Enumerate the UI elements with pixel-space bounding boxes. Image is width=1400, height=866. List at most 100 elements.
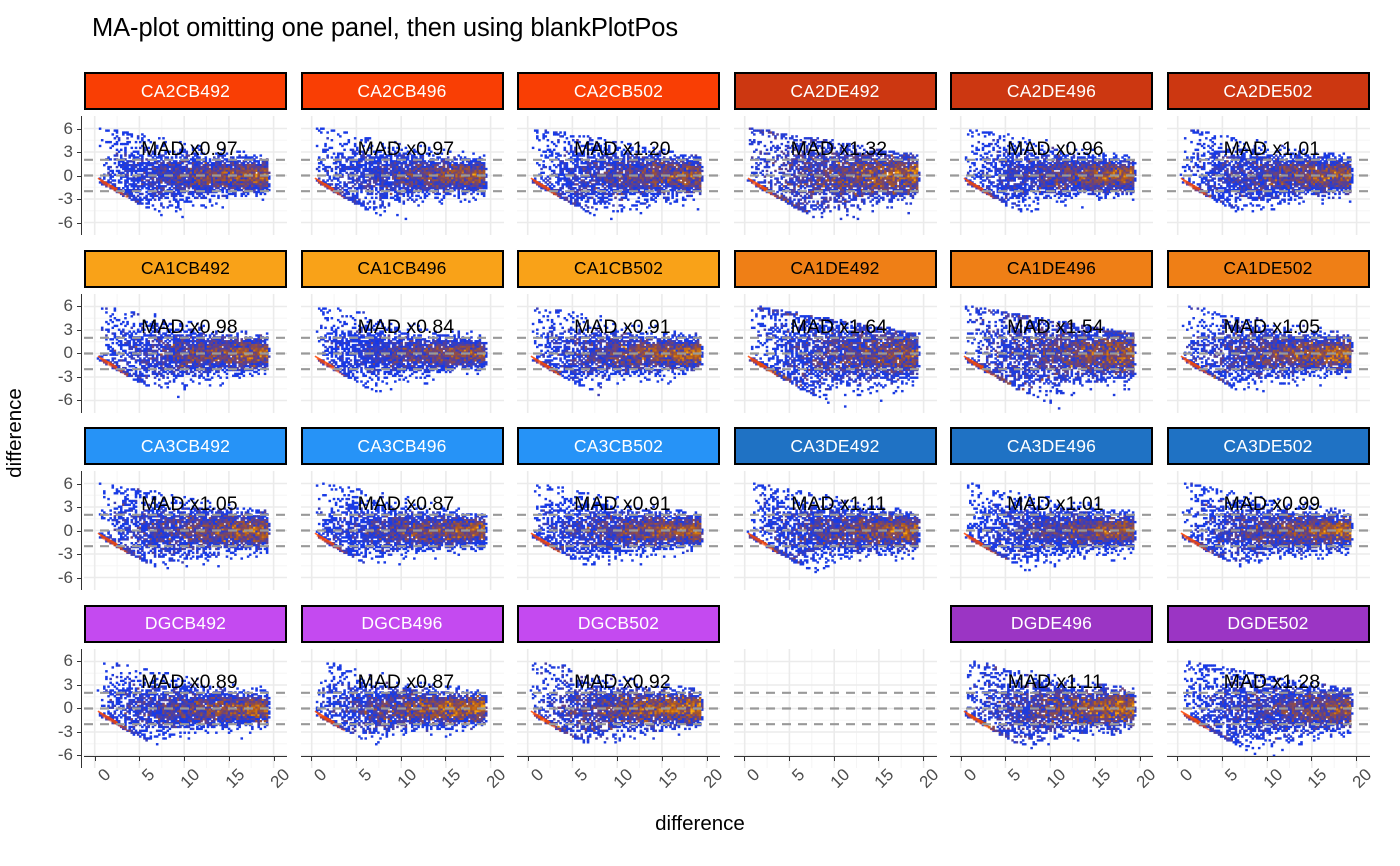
facet-strip-label[interactable]: CA2CB492: [84, 72, 287, 110]
y-axis-tick: [77, 128, 82, 130]
mad-annotation: MAD x0.87: [358, 493, 454, 516]
x-axis-tick-label: 10: [393, 765, 421, 793]
facet-strip-label[interactable]: DGDE496: [950, 604, 1153, 643]
plot-area: [84, 116, 287, 235]
facet-panel: CA3CB492 MAD x1.05: [84, 427, 287, 590]
plot-area: [950, 648, 1153, 768]
x-axis-tick-label: 15: [1088, 765, 1116, 793]
y-axis-tick: [77, 306, 82, 307]
y-axis-title: difference: [0, 0, 30, 866]
x-axis-row: 0 5 10 15 20 0 5 10 15 20 0 5 10 15 20 0 5 10 15 20 0 5 10 15 20…: [84, 756, 1384, 812]
y-axis-tick-label: 0: [64, 343, 73, 363]
x-axis-tick: [1139, 756, 1141, 761]
x-axis-tick-label: 5: [355, 765, 376, 786]
facet-strip-label[interactable]: CA3DE496: [950, 427, 1153, 465]
facet-row: 6 3 0 -3 -6 CA3CB492 MAD x1.05 CA3CB496 MAD x0.8…: [58, 427, 1384, 590]
y-axis-tick: [77, 708, 82, 709]
facet-panel: DGCB502 MAD x0.92: [517, 604, 720, 768]
x-axis-tick: [1266, 756, 1268, 761]
plot-area: [517, 648, 720, 768]
mad-annotation: MAD x0.97: [358, 138, 454, 161]
facet-strip-label[interactable]: CA2DE502: [1166, 72, 1370, 110]
x-axis-tick: [527, 756, 529, 761]
plot-area: [1166, 471, 1370, 590]
x-axis-tick-label: 0: [1176, 765, 1197, 786]
x-axis-tick-label: 20: [1349, 765, 1377, 793]
y-axis-tick: [77, 329, 82, 331]
plot-area: [517, 471, 720, 590]
facet-panel: CA1CB502 MAD x0.91: [517, 249, 720, 413]
x-axis-tick-label: 10: [1259, 765, 1287, 793]
facet-strip-label[interactable]: CA1DE496: [950, 249, 1153, 288]
facet-strip-label[interactable]: CA3DE492: [733, 427, 937, 465]
facet-strip-label[interactable]: CA2DE492: [733, 72, 937, 110]
x-axis: 0 5 10 15 20: [300, 756, 510, 812]
y-axis-tick-label: -6: [58, 390, 73, 410]
mad-annotation: MAD x0.84: [358, 316, 454, 339]
facet-strip-label[interactable]: CA1CB492: [84, 249, 287, 288]
facet-strip-label[interactable]: DGCB502: [517, 604, 720, 643]
mad-annotation: MAD x1.32: [791, 138, 887, 161]
x-axis-tick: [445, 756, 447, 761]
x-axis-tick-label: 5: [572, 765, 593, 786]
x-axis-tick-label: 5: [788, 765, 809, 786]
facet-strip-label[interactable]: CA3CB492: [84, 427, 287, 465]
facet-panel-blank: [733, 605, 937, 768]
x-axis-tick: [960, 756, 962, 761]
mad-annotation: MAD x1.01: [1224, 138, 1320, 161]
facet-strip-label[interactable]: CA3CB502: [517, 427, 720, 465]
plot-area: [300, 648, 504, 768]
x-axis-tick-label: 0: [527, 765, 548, 786]
plot-area: [300, 471, 504, 590]
facet-panel: CA2CB492 MAD x0.97: [84, 72, 287, 235]
y-axis-tick-label: 0: [64, 521, 73, 541]
x-axis-tick-label: 5: [1221, 765, 1242, 786]
y-axis-tick: [77, 731, 82, 733]
x-axis-line: [733, 756, 937, 757]
facet-strip-label[interactable]: CA1CB502: [517, 249, 720, 288]
y-axis-tick: [77, 152, 82, 153]
facet-panel: CA3CB502 MAD x0.91: [517, 427, 720, 590]
plot-area: [1166, 116, 1370, 235]
x-axis-tick-label: 15: [1304, 765, 1332, 793]
y-axis-tick-label: 6: [64, 651, 73, 671]
facet-strip-label[interactable]: CA2CB502: [517, 72, 720, 110]
x-axis-tick-label: 10: [826, 765, 854, 793]
facet-strip-label[interactable]: DGDE502: [1166, 604, 1370, 643]
plot-area: [950, 116, 1153, 235]
x-axis-tick: [706, 756, 708, 761]
facet-strip-label[interactable]: CA1DE492: [733, 249, 937, 288]
y-axis-tick-label: -3: [58, 367, 73, 387]
x-axis-tick-label: 20: [699, 765, 727, 793]
page-title: MA-plot omitting one panel, then using b…: [92, 14, 678, 43]
x-axis-title-label: difference: [655, 812, 745, 835]
facet-strip-label[interactable]: CA1CB496: [300, 249, 504, 288]
facet-strip-label[interactable]: CA2DE496: [950, 72, 1153, 110]
x-axis-line: [950, 756, 1153, 757]
facet-panel: CA3CB496 MAD x0.87: [300, 427, 504, 590]
plot-area: [950, 471, 1153, 590]
facet-strip-label[interactable]: CA2CB496: [300, 72, 504, 110]
x-axis-tick-label: 15: [222, 765, 250, 793]
x-axis-tick: [228, 756, 230, 761]
mad-annotation: MAD x0.97: [141, 138, 237, 161]
facet-panel: CA2DE502 MAD x1.01: [1166, 72, 1370, 235]
facet-strip-label[interactable]: DGCB496: [300, 604, 504, 643]
facet-panel: CA2CB502 MAD x1.20: [517, 72, 720, 235]
mad-annotation: MAD x1.05: [1224, 316, 1320, 339]
x-axis-tick-label: 15: [655, 765, 683, 793]
facet-panel: CA3DE502 MAD x0.99: [1166, 427, 1370, 590]
x-axis: 0 5 10 15 20: [733, 756, 943, 812]
facet-strip-label[interactable]: CA3DE502: [1166, 427, 1370, 465]
plot-area: [300, 116, 504, 235]
facet-strip-label[interactable]: DGCB492: [84, 604, 287, 643]
plot-area: [84, 293, 287, 413]
facet-row: 6 3 0 -3 -6 DGCB492 MAD x0.89 DGCB496 MAD x0.87 D…: [58, 604, 1384, 768]
facet-panel: CA1CB492 MAD x0.98: [84, 249, 287, 413]
plot-area: [1166, 648, 1370, 768]
facet-strip-label[interactable]: CA1DE502: [1166, 249, 1370, 288]
facet-strip-label[interactable]: CA3CB496: [300, 427, 504, 465]
y-axis-tick: [77, 483, 82, 485]
x-axis-tick: [94, 756, 96, 761]
